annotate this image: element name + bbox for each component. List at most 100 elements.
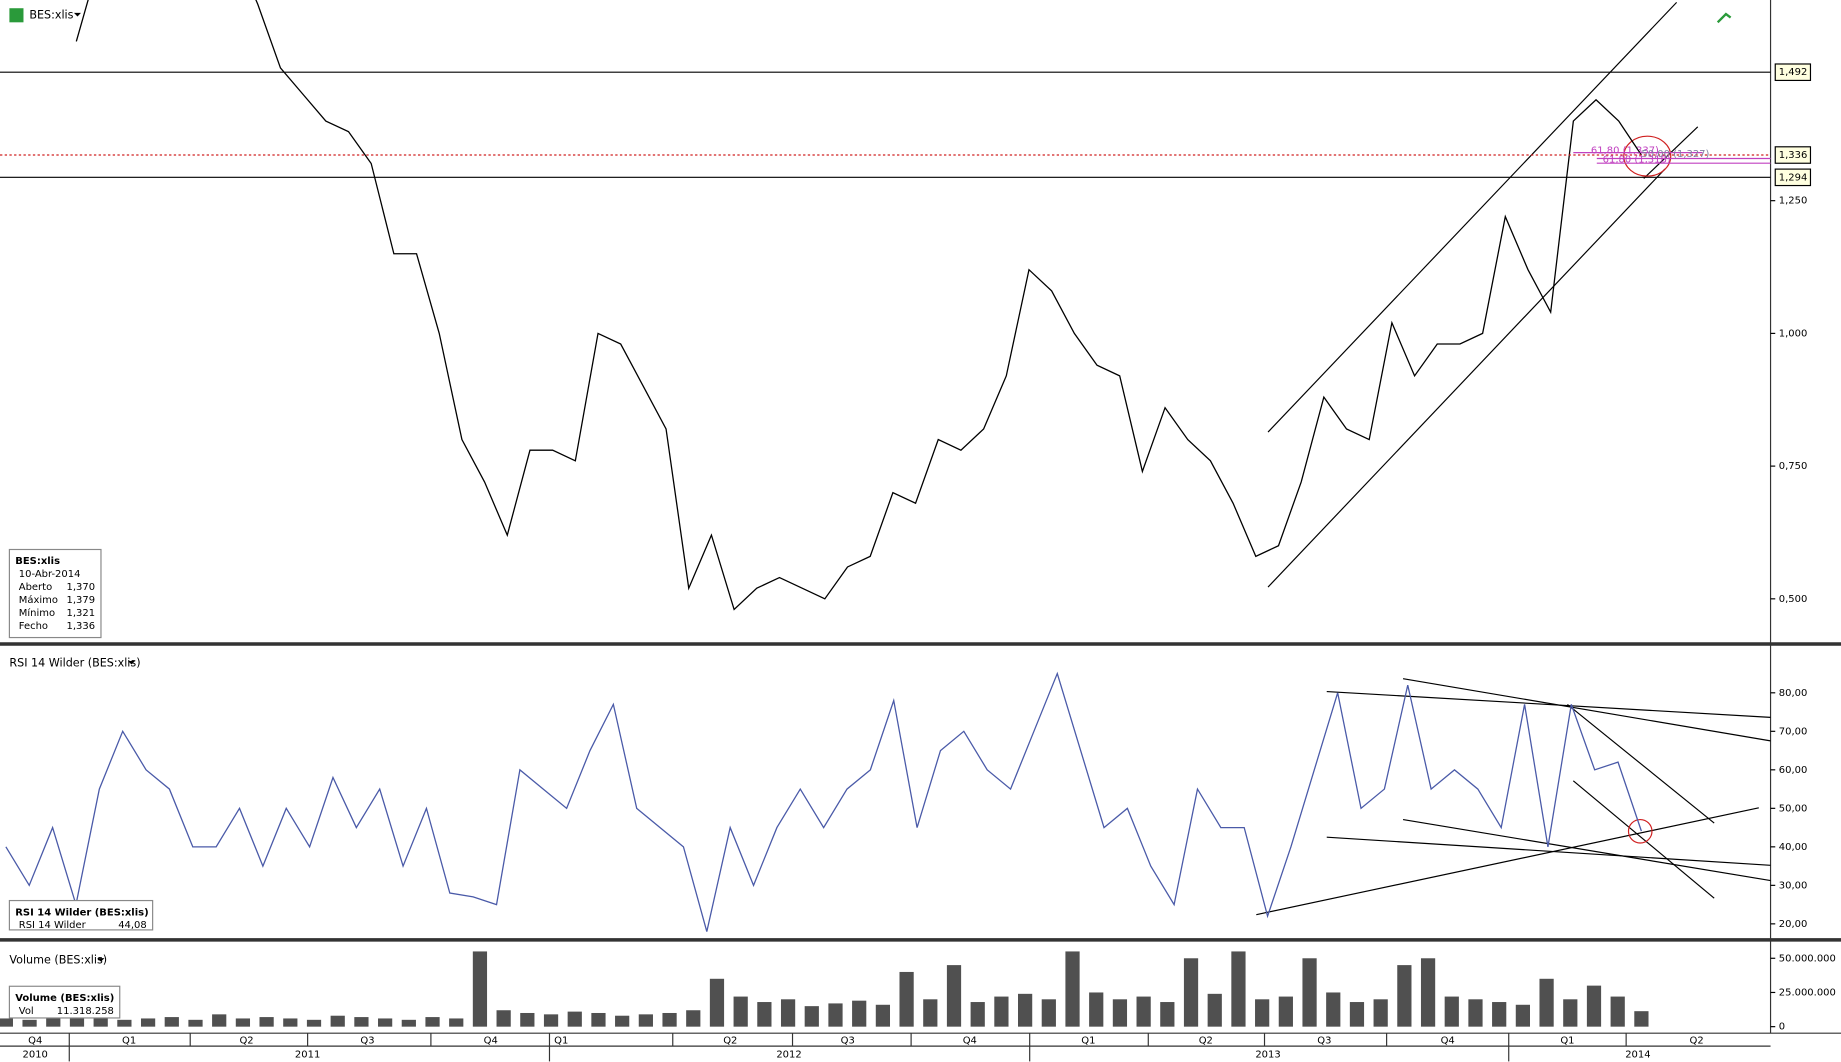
x-tick-label: Q2 (1689, 1035, 1703, 1046)
volume-bar (946, 965, 962, 1027)
level-tag (1774, 63, 1812, 82)
x-tick-label: Q3 (360, 1035, 374, 1046)
info-value: 44,08 (118, 920, 147, 931)
info-value: 11.318.258 (57, 1006, 114, 1017)
volume-bar (22, 1019, 37, 1027)
year-label: 2011 (295, 1049, 320, 1060)
info-box (8, 548, 102, 639)
volume-bar (117, 1019, 132, 1027)
y-tick-label: 40,00 (1779, 842, 1808, 853)
volume-bar (780, 999, 796, 1027)
volume-bar (709, 978, 725, 1027)
volume-bar (638, 1014, 653, 1027)
volume-bar (1207, 993, 1222, 1027)
info-value: 1,379 (67, 595, 96, 606)
x-tick-label: Q1 (122, 1035, 136, 1046)
info-key: Fecho (19, 621, 48, 632)
volume-bar (1420, 958, 1436, 1027)
volume-bar (1586, 985, 1602, 1027)
plot (75, 0, 1642, 611)
y-tick-label: 80,00 (1779, 688, 1808, 699)
year-label: 2014 (1625, 1049, 1650, 1060)
volume-bar (140, 1018, 156, 1027)
volume-bar (1136, 996, 1151, 1027)
volume-bar (567, 1011, 582, 1027)
volume-bar (472, 951, 488, 1027)
level-label: 1,492 (1779, 67, 1808, 78)
level-tag (1774, 146, 1812, 164)
info-value: 1,336 (67, 621, 96, 632)
year-label: 2012 (776, 1049, 801, 1060)
x-tick-label: Q3 (841, 1035, 855, 1046)
volume-bar (970, 1002, 985, 1027)
info-date: 10-Abr-2014 (19, 569, 81, 580)
fib-label: 61,80 (1,337) (1591, 145, 1659, 156)
fib-label: 50,00 (1,327) (1641, 149, 1709, 160)
volume-bar (899, 971, 914, 1027)
x-tick-label: Q1 (1560, 1035, 1574, 1046)
y-tick-label: 30,00 (1779, 880, 1808, 891)
info-key: Máximo (19, 594, 58, 606)
volume-bar (1326, 992, 1341, 1027)
volume-bar (1468, 999, 1483, 1027)
volume-bar (212, 1014, 227, 1027)
volume-bar (875, 1004, 891, 1027)
volume-bar (496, 1010, 511, 1027)
x-tick-label: Q4 (484, 1035, 498, 1046)
x-tick-label: Q4 (963, 1035, 977, 1046)
app-icon[interactable] (9, 8, 24, 23)
volume-bar (1183, 958, 1199, 1027)
separator (0, 642, 1841, 646)
volume-bar (1160, 1002, 1175, 1027)
plot (0, 951, 1649, 1027)
volume-bar (235, 1018, 251, 1027)
volume-bar (93, 1015, 108, 1027)
x-tick-label: Q3 (1317, 1035, 1331, 1046)
volume-bar (330, 1015, 345, 1027)
volume-bar (804, 1006, 819, 1027)
volume-bar (1112, 999, 1128, 1027)
tool-icon[interactable] (1716, 12, 1732, 24)
volume-bar (520, 1012, 535, 1027)
volume-bar (757, 1002, 772, 1027)
volume-bar (1041, 999, 1056, 1027)
info-value: 1,321 (67, 608, 96, 619)
volume-bar (1444, 996, 1459, 1027)
info-key: Mínimo (19, 607, 55, 619)
volume-bar (1231, 951, 1246, 1027)
volume-bar (1397, 965, 1412, 1027)
x-tick-label: Q2 (239, 1035, 253, 1046)
volume-bar (1349, 1002, 1365, 1027)
info-box (8, 899, 154, 931)
volume-bar (354, 1017, 369, 1027)
volume-bar (378, 1018, 393, 1027)
volume-bar (1373, 999, 1388, 1027)
volume-bar (69, 1018, 85, 1027)
volume-bar (283, 1018, 298, 1027)
y-tick-label: 0,500 (1779, 594, 1808, 605)
volume-bar (1539, 978, 1554, 1027)
volume-bar (449, 1018, 464, 1027)
volume-bar (828, 1003, 843, 1027)
y-tick-label: 20,00 (1779, 919, 1808, 930)
volume-bar (686, 1010, 701, 1027)
volume-bar (1089, 992, 1104, 1027)
volume-bar (46, 1017, 61, 1027)
y-tick-label: 0,750 (1779, 461, 1808, 472)
volume-bar (1018, 993, 1033, 1027)
price-line (5, 671, 1643, 932)
info-title: RSI 14 Wilder (BES:xlis) (15, 907, 148, 918)
y-tick-label: 70,00 (1779, 726, 1808, 737)
volume-bar (1563, 999, 1578, 1027)
x-tick-label: Q4 (28, 1035, 42, 1046)
volume-bar (1278, 996, 1293, 1027)
y-tick-label: 50,00 (1779, 803, 1808, 814)
volume-bar (1515, 1004, 1530, 1027)
year-label: 2010 (23, 1049, 48, 1060)
volume-bar (401, 1019, 416, 1027)
info-box (8, 985, 121, 1019)
x-tick-label: Q4 (1441, 1035, 1455, 1046)
info-key: Vol (19, 1006, 34, 1017)
